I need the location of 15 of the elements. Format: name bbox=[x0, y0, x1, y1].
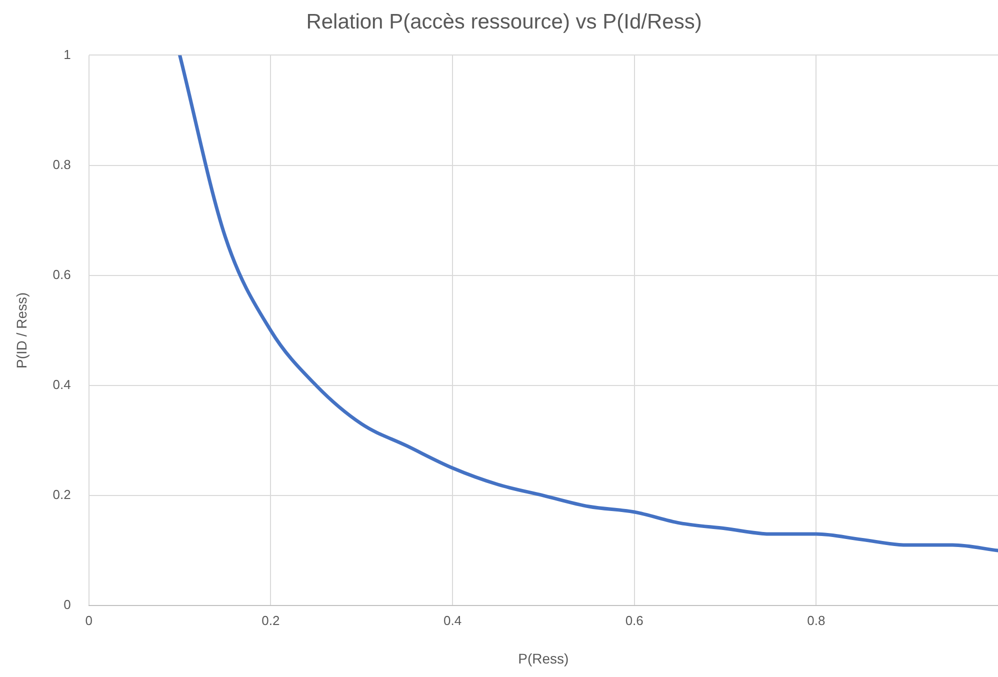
x-tick-label: 0 bbox=[85, 612, 92, 628]
x-tick-label: 0.8 bbox=[807, 612, 826, 628]
y-tick-label: 1 bbox=[64, 46, 71, 62]
y-tick-label: 0.8 bbox=[52, 156, 71, 172]
x-tick-label: 0.4 bbox=[443, 612, 462, 628]
y-tick-label: 0.4 bbox=[52, 377, 71, 392]
y-axis-title: P(ID / Ress) bbox=[13, 292, 30, 369]
x-tick-label: 0.6 bbox=[625, 612, 644, 628]
chart-title: Relation P(accès ressource) vs P(Id/Ress) bbox=[306, 10, 702, 34]
y-tick-label: 0.2 bbox=[52, 487, 71, 502]
x-axis-title: P(Ress) bbox=[518, 650, 569, 666]
y-tick-label: 0.6 bbox=[52, 266, 71, 282]
line-series bbox=[178, 55, 998, 552]
y-tick-label: 0 bbox=[64, 597, 71, 612]
x-tick-label: 0.2 bbox=[262, 612, 280, 628]
